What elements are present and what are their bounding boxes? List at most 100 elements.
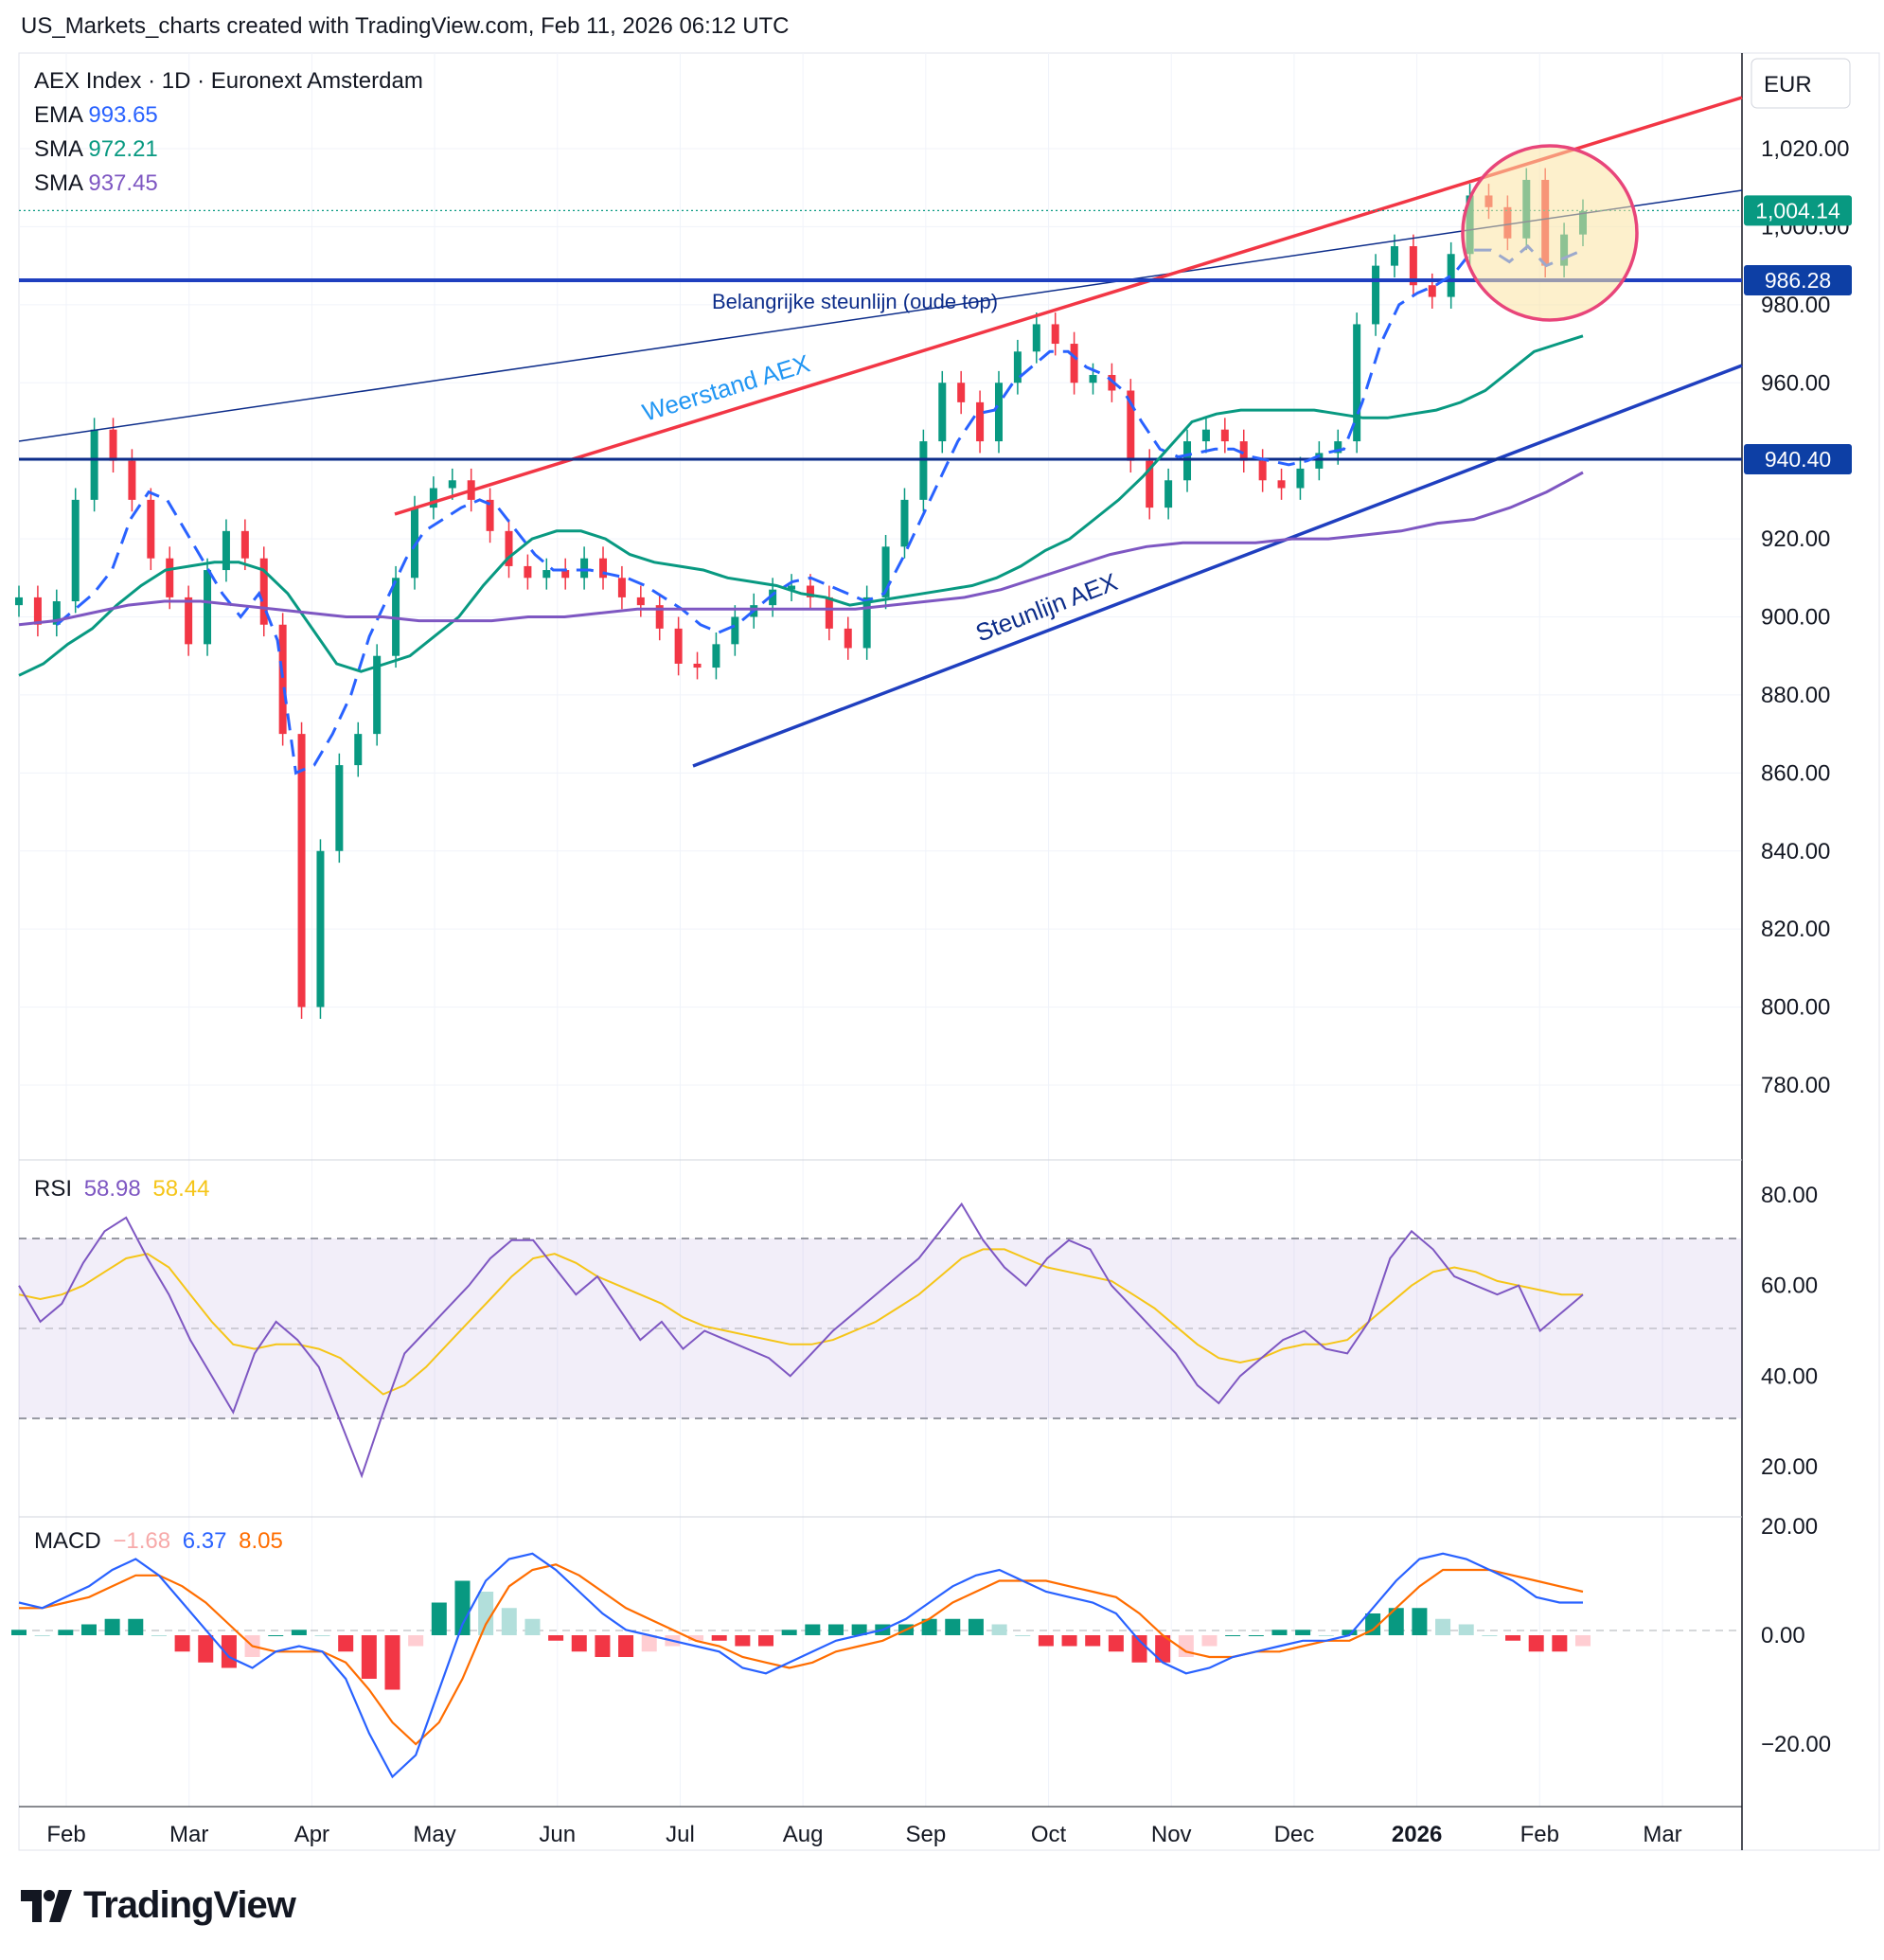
candle-body (1447, 254, 1455, 297)
candle-body (769, 589, 777, 606)
macd-histogram-bar (1155, 1635, 1171, 1663)
time-tick-label: Jul (666, 1822, 695, 1847)
candle-body (919, 441, 928, 500)
ema-line (56, 243, 1584, 775)
candle-body (1409, 246, 1417, 286)
macd-histogram-bar (945, 1618, 961, 1635)
time-tick-label: Feb (1520, 1822, 1559, 1847)
candle-body (1127, 390, 1135, 461)
price-badge (1744, 444, 1852, 475)
macd-histogram-bar (1435, 1618, 1451, 1635)
candle-body (1239, 441, 1248, 461)
macd-hist-value: −1.68 (113, 1528, 171, 1554)
candle-body (1013, 351, 1022, 383)
macd-histogram-bar (1412, 1608, 1428, 1635)
time-tick-label: May (413, 1822, 455, 1847)
annotation-belangrijke-steunlijn: Belangrijke steunlijn (oude top) (712, 290, 998, 313)
legend-ema-value: 993.65 (88, 102, 158, 128)
steunlijn-aex-line[interactable] (692, 364, 1743, 768)
macd-histogram-bar (1271, 1630, 1288, 1635)
candle-body (1390, 246, 1398, 266)
rsi-label: RSI (34, 1176, 73, 1202)
legend-sma50-value: 972.21 (88, 136, 158, 162)
price-tick-label: 860.00 (1761, 760, 1830, 786)
macd-histogram-bar (128, 1618, 144, 1635)
candle-body (542, 570, 551, 579)
macd-histogram-bar (361, 1635, 377, 1679)
candle-body (316, 850, 325, 1007)
rsi-axis[interactable]: 80.00 60.00 40.00 20.00 (1761, 1183, 1818, 1480)
currency-label: EUR (1764, 72, 1812, 98)
macd-histogram-bar (1085, 1635, 1101, 1647)
candle-body (881, 546, 890, 597)
macd-histogram-bar (781, 1630, 797, 1635)
highlight-circle[interactable] (1461, 144, 1639, 322)
rsi-ma-line (18, 1248, 1583, 1396)
macd-histogram-bar (805, 1624, 821, 1635)
macd-histogram-bar (291, 1630, 307, 1635)
macd-histogram-bar (1575, 1635, 1591, 1647)
macd-histogram-bar (921, 1618, 937, 1635)
macd-axis[interactable]: 20.00 0.00 −20.00 (1761, 1514, 1831, 1757)
candle-body (524, 565, 532, 579)
candle-body (1296, 468, 1305, 489)
macd-histogram (11, 1580, 1591, 1690)
time-axis[interactable]: Feb Mar Apr May Jun Jul Aug Sep Oct Nov Dec 2026 Feb… (46, 1822, 1681, 1847)
macd-histogram-bar (641, 1635, 657, 1652)
time-tick-label: Feb (46, 1822, 85, 1847)
macd-histogram-bar (1342, 1630, 1358, 1635)
macd-histogram-bar (827, 1624, 844, 1635)
candle-body (429, 488, 437, 508)
macd-histogram-bar (431, 1602, 447, 1635)
candle-body (354, 734, 363, 766)
price-tick-label: 980.00 (1761, 293, 1830, 318)
macd-histogram-bar (968, 1618, 984, 1635)
currency-button[interactable] (1751, 58, 1851, 109)
price-badge-label: 940.40 (1765, 447, 1831, 472)
candle-body (1201, 429, 1210, 442)
long-resistance-line[interactable] (18, 189, 1743, 442)
rsi-tick-label: 40.00 (1761, 1363, 1818, 1389)
price-tick-label: 840.00 (1761, 839, 1830, 864)
macd-histogram-bar (758, 1635, 774, 1647)
price-badge (1744, 264, 1852, 295)
candle-body (1220, 429, 1229, 442)
candle-body (1146, 460, 1154, 508)
candle-body (128, 460, 136, 500)
candle-body (976, 401, 985, 442)
candle-body (1428, 285, 1436, 297)
time-tick-label: Oct (1031, 1822, 1067, 1847)
candle-body (240, 530, 249, 559)
candle-body (1277, 480, 1286, 489)
macd-histogram-bar (524, 1618, 541, 1635)
macd-value: 6.37 (182, 1528, 227, 1554)
candle-body (185, 597, 193, 645)
macd-histogram-bar (548, 1635, 564, 1641)
macd-tick-label: 20.00 (1761, 1514, 1818, 1540)
candle-body (204, 570, 212, 645)
time-tick-label: Dec (1274, 1822, 1315, 1847)
macd-histogram-bar (1061, 1635, 1077, 1647)
price-tick-label: 1,020.00 (1761, 136, 1849, 162)
macd-histogram-bar (618, 1635, 634, 1657)
rsi-value: 58.98 (83, 1176, 141, 1202)
candle-body (994, 383, 1003, 442)
macd-legend: MACD −1.68 6.37 8.05 (34, 1528, 283, 1555)
macd-signal-value: 8.05 (239, 1528, 283, 1554)
candle-body (712, 644, 720, 668)
candle-body (938, 383, 947, 442)
macd-histogram-bar (501, 1608, 517, 1635)
candle-body (731, 616, 739, 645)
tradingview-logo[interactable]: TradingView (21, 1884, 296, 1927)
macd-histogram-bar (571, 1635, 587, 1652)
time-tick-label: Jun (539, 1822, 576, 1847)
macd-histogram-bar (1458, 1624, 1474, 1635)
time-tick-label: Mar (169, 1822, 208, 1847)
candle-body (1108, 375, 1116, 391)
time-tick-label: Aug (783, 1822, 824, 1847)
candle-body (1164, 480, 1173, 508)
candle-body (957, 383, 966, 402)
candle-body (1372, 265, 1380, 325)
candle-body (15, 597, 23, 606)
